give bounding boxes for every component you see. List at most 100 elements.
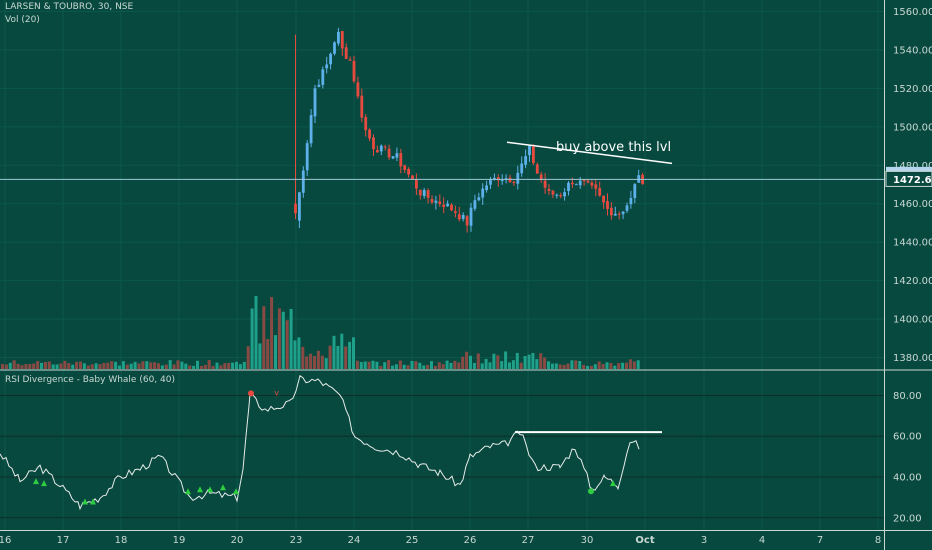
volume-bar: [437, 362, 441, 369]
volume-bar: [504, 351, 508, 369]
volume-bar: [566, 363, 570, 369]
indicator-legend: RSI Divergence - Baby Whale (60, 40): [5, 375, 175, 385]
volume-bar: [20, 365, 24, 369]
volume-bar: [515, 352, 519, 369]
candle: [321, 66, 325, 89]
candle: [633, 183, 637, 204]
candle: [594, 179, 598, 197]
candle: [563, 188, 566, 201]
candle: [543, 173, 547, 194]
volume-bar: [172, 364, 176, 369]
volume-bar: [215, 362, 219, 369]
candle: [473, 194, 477, 211]
volume-bar: [63, 360, 67, 369]
volume-bar: [121, 361, 125, 369]
volume-bar: [242, 362, 246, 369]
volume-bar: [472, 362, 476, 369]
volume-bar: [511, 360, 515, 369]
candle: [298, 191, 301, 229]
volume-bar: [180, 361, 184, 369]
candle: [313, 84, 317, 124]
volume-bar: [562, 364, 566, 369]
candle: [422, 187, 426, 199]
candle: [481, 183, 485, 205]
volume-bar: [67, 363, 71, 369]
rsi-tick-label: 80.00: [893, 391, 922, 402]
candle: [465, 214, 469, 233]
candle: [372, 134, 375, 157]
volume-bar: [613, 365, 617, 369]
candle: [379, 144, 383, 156]
candle: [582, 179, 586, 186]
candle: [496, 174, 500, 187]
volume-bar: [375, 361, 379, 369]
candle: [539, 171, 543, 183]
candle: [516, 165, 520, 190]
candle: [340, 30, 344, 56]
volume-bar: [16, 363, 20, 369]
candle: [407, 167, 410, 178]
rsi-tick-label: 40.00: [893, 473, 922, 484]
volume-bar: [8, 362, 12, 369]
price-tick-label: 1480.00: [893, 161, 932, 172]
rsi-tick-label: 60.00: [893, 432, 922, 443]
price-axis: 1560.00 1540.00 1520.00 1500.00 1480.00 1460.…: [893, 7, 932, 364]
candle: [387, 144, 391, 160]
volume-bar: [106, 362, 110, 369]
volume-bar: [270, 297, 274, 369]
volume-bar: [98, 364, 102, 369]
volume-bar: [254, 295, 258, 369]
volume-bar: [554, 363, 558, 369]
volume-bar: [102, 363, 106, 369]
candle: [461, 212, 465, 222]
volume-bar: [114, 361, 118, 369]
volume-bar: [426, 365, 430, 369]
volume-bar: [601, 364, 605, 369]
candle: [613, 206, 617, 216]
candle: [512, 180, 516, 186]
time-tick-label: 4: [759, 535, 765, 546]
volume-bar: [535, 359, 539, 369]
volume-bar: [398, 360, 402, 369]
volume-bar: [133, 361, 137, 369]
volume-bar: [500, 361, 504, 369]
volume-bar: [12, 360, 16, 369]
volume-bar: [348, 341, 352, 369]
bull-marker: [82, 498, 88, 505]
candle: [415, 173, 418, 196]
volume-bar: [433, 365, 437, 369]
volume-bar: [223, 363, 227, 369]
time-tick-label: 24: [348, 535, 361, 546]
candle: [477, 192, 481, 202]
rsi-pane: 80.00 60.00 40.00 20.00 ˅: [0, 374, 922, 524]
price-tick-label: 1440.00: [893, 238, 932, 249]
candle: [489, 176, 492, 189]
volume-bar: [597, 361, 601, 369]
volume-bar: [250, 308, 254, 369]
volume-bar: [262, 306, 266, 369]
volume-bar: [418, 362, 422, 369]
volume-bar: [531, 353, 535, 369]
volume-bar: [82, 363, 86, 369]
volume-bar: [457, 362, 461, 369]
candle: [469, 202, 473, 232]
bull-marker: [610, 480, 616, 487]
volume-bar: [86, 365, 90, 369]
candle: [364, 114, 368, 137]
volume-bar: [211, 365, 215, 369]
volume-bar: [47, 361, 51, 369]
candle: [508, 174, 512, 183]
volume-bar: [305, 356, 309, 369]
volume-bar: [539, 353, 543, 369]
volume-bar: [363, 361, 367, 369]
time-tick-label: 26: [464, 535, 477, 546]
candle: [399, 148, 403, 174]
volume-bar: [137, 363, 141, 369]
symbol-legend: LARSEN & TOUBRO, 30, NSE: [5, 2, 134, 12]
volume-bar: [543, 357, 547, 369]
volume-bar: [476, 353, 480, 369]
volume-bar: [628, 359, 632, 369]
bull-marker: [233, 488, 239, 495]
volume-bar: [445, 360, 449, 369]
